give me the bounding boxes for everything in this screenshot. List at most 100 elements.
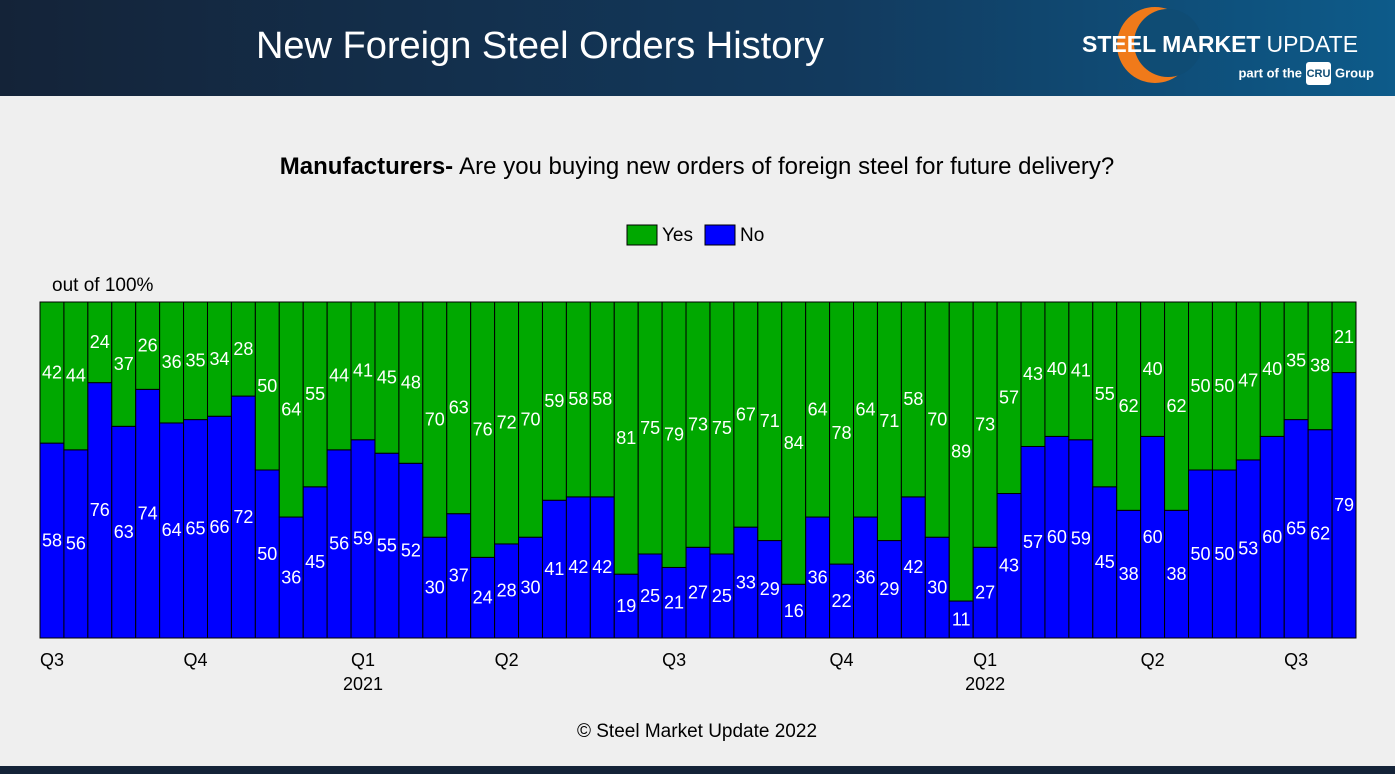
x-tick-label: Q3 xyxy=(40,650,64,670)
data-label: 40 xyxy=(1143,359,1163,379)
data-label: 57 xyxy=(999,388,1019,408)
legend-label: Yes xyxy=(662,225,693,246)
data-label: 47 xyxy=(1238,371,1258,391)
data-label: 40 xyxy=(1047,359,1067,379)
x-tick-label: Q2 xyxy=(1141,650,1165,670)
data-label: 63 xyxy=(114,522,134,542)
data-label: 64 xyxy=(162,520,182,540)
data-label: 27 xyxy=(688,582,708,602)
data-label: 74 xyxy=(138,503,158,523)
data-label: 73 xyxy=(688,414,708,434)
data-label: 60 xyxy=(1047,527,1067,547)
data-label: 45 xyxy=(305,552,325,572)
data-label: 76 xyxy=(90,500,110,520)
chart-title-text: Are you buying new orders of foreign ste… xyxy=(459,153,1114,180)
chart-title: Manufacturers- Are you buying new orders … xyxy=(280,153,1114,180)
data-label: 36 xyxy=(281,567,301,587)
logo-tagline-prefix: part of the xyxy=(1238,65,1302,80)
chart-title-bold: Manufacturers- xyxy=(280,153,453,180)
data-label: 71 xyxy=(879,411,899,431)
legend-label: No xyxy=(740,225,764,246)
data-label: 64 xyxy=(855,399,875,419)
legend-swatch xyxy=(626,224,658,246)
x-tick-label: Q1 xyxy=(973,650,997,670)
data-label: 58 xyxy=(42,530,62,550)
data-label: 35 xyxy=(1286,351,1306,371)
data-label: 71 xyxy=(760,411,780,431)
logo-badge-bg xyxy=(1306,62,1331,85)
logo-ring-cut xyxy=(1134,9,1202,77)
data-label: 55 xyxy=(305,384,325,404)
data-label: 25 xyxy=(640,586,660,606)
data-label: 28 xyxy=(497,581,517,601)
plot-frame xyxy=(39,301,1357,639)
data-label: 78 xyxy=(832,423,852,443)
data-label: 29 xyxy=(760,579,780,599)
logo-badge: CRU xyxy=(1307,68,1331,80)
x-year-label: 2021 xyxy=(343,674,383,694)
footer: © Steel Market Update 2022 xyxy=(577,721,817,742)
data-label: 66 xyxy=(209,517,229,537)
data-label: 42 xyxy=(568,557,588,577)
data-label: 42 xyxy=(592,557,612,577)
data-label: 30 xyxy=(927,577,947,597)
data-label: 67 xyxy=(736,404,756,424)
data-label: 70 xyxy=(520,409,540,429)
data-label: 40 xyxy=(1262,359,1282,379)
data-label: 43 xyxy=(1023,364,1043,384)
data-label: 62 xyxy=(1167,396,1187,416)
data-label: 59 xyxy=(353,529,373,549)
data-label: 24 xyxy=(90,332,110,352)
data-label: 52 xyxy=(401,540,421,560)
data-label: 41 xyxy=(544,559,564,579)
data-label: 21 xyxy=(1334,327,1354,347)
data-label: 72 xyxy=(233,507,253,527)
data-label: 41 xyxy=(1071,361,1091,381)
x-year-label: 2022 xyxy=(965,674,1005,694)
data-label: 70 xyxy=(927,409,947,429)
logo-brand: STEEL MARKET UPDATE xyxy=(1082,31,1358,57)
data-label: 79 xyxy=(664,424,684,444)
data-label: 76 xyxy=(473,419,493,439)
data-label: 36 xyxy=(855,567,875,587)
data-label: 60 xyxy=(1262,527,1282,547)
data-label: 56 xyxy=(66,534,86,554)
data-label: 45 xyxy=(1095,552,1115,572)
data-label: 50 xyxy=(1190,544,1210,564)
x-tick-label: Q2 xyxy=(495,650,519,670)
data-label: 26 xyxy=(138,335,158,355)
x-tick-label: Q4 xyxy=(830,650,854,670)
data-label: 38 xyxy=(1167,564,1187,584)
data-label: 36 xyxy=(162,352,182,372)
data-label: 59 xyxy=(1071,529,1091,549)
data-label: 42 xyxy=(42,362,62,382)
data-label: 38 xyxy=(1119,564,1139,584)
data-label: 28 xyxy=(233,339,253,359)
data-label: 29 xyxy=(879,579,899,599)
data-label: 58 xyxy=(568,389,588,409)
data-label: 73 xyxy=(975,414,995,434)
data-label: 58 xyxy=(903,389,923,409)
data-label: 25 xyxy=(712,586,732,606)
data-label: 62 xyxy=(1310,524,1330,544)
data-label: 24 xyxy=(473,587,493,607)
data-label: 63 xyxy=(449,398,469,418)
footer-bar xyxy=(0,766,1395,774)
x-tick-label: Q3 xyxy=(1284,650,1308,670)
data-label: 22 xyxy=(832,591,852,611)
data-label: 72 xyxy=(497,413,517,433)
data-label: 81 xyxy=(616,428,636,448)
data-label: 56 xyxy=(329,534,349,554)
logo-brand-light: UPDATE xyxy=(1266,31,1358,57)
data-label: 79 xyxy=(1334,495,1354,515)
data-label: 50 xyxy=(1214,376,1234,396)
data-label: 65 xyxy=(1286,519,1306,539)
data-label: 41 xyxy=(353,361,373,381)
data-label: 37 xyxy=(449,566,469,586)
data-label: 21 xyxy=(664,592,684,612)
data-label: 50 xyxy=(257,544,277,564)
data-label: 64 xyxy=(281,399,301,419)
data-label: 50 xyxy=(1190,376,1210,396)
